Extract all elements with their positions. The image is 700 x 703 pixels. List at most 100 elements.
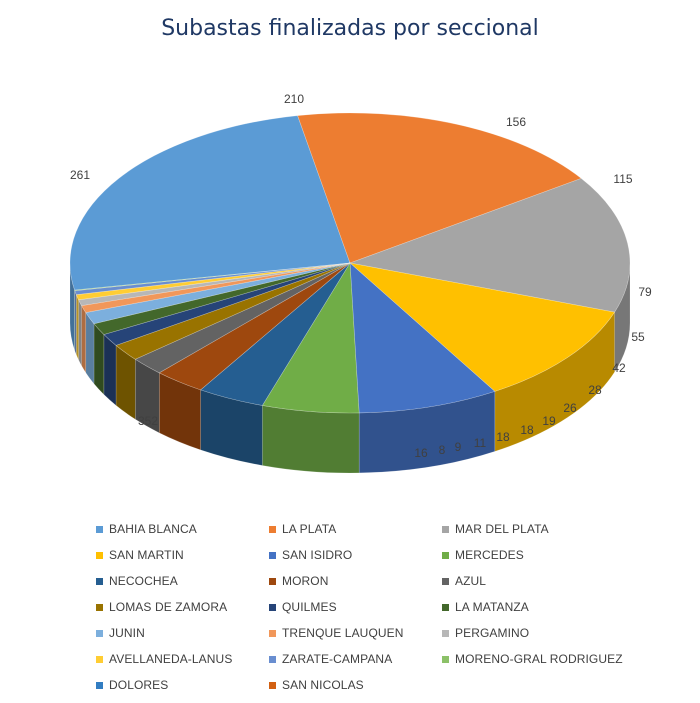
data-label-16: 16 — [414, 446, 428, 460]
side-avellaneda-lanus — [76, 294, 79, 360]
legend-item-lomas-de-zamora: LOMAS DE ZAMORA — [96, 600, 269, 614]
legend-row: JUNIN TRENQUE LAUQUEN PERGAMINO — [96, 620, 676, 646]
legend-label: MERCEDES — [455, 548, 524, 562]
legend-swatch — [96, 577, 103, 585]
legend-swatch — [442, 603, 449, 611]
legend-label: DOLORES — [109, 678, 169, 692]
legend-label: MORENO-GRAL RODRIGUEZ — [455, 652, 623, 666]
legend-swatch — [442, 655, 449, 663]
legend-row: SAN MARTIN SAN ISIDRO MERCEDES — [96, 542, 676, 568]
legend-swatch — [96, 629, 103, 637]
legend: BAHIA BLANCA LA PLATA MAR DEL PLATA SAN MAR… — [96, 516, 676, 698]
data-label-11: 11 — [474, 436, 487, 450]
slice-junin — [85, 262, 351, 325]
slice-moron — [158, 262, 351, 391]
side-la-matanza — [93, 322, 105, 396]
slice-moreno-gral-rodriguez — [74, 262, 351, 292]
data-label-8: 8 — [439, 443, 446, 457]
legend-item-moreno-gral-rodriguez: MORENO-GRAL RODRIGUEZ — [442, 652, 623, 666]
legend-label: BAHIA BLANCA — [109, 522, 197, 536]
data-label-352: 352 — [138, 414, 158, 428]
legend-item-zarate-campana: ZARATE-CAMPANA — [269, 652, 442, 666]
legend-label: PERGAMINO — [455, 626, 530, 640]
slice-avellaneda-lanus — [75, 262, 351, 301]
slice-mar-del-plata — [348, 178, 631, 313]
legend-label: LA MATANZA — [455, 600, 529, 614]
data-label-210: 210 — [284, 92, 304, 106]
chart-title: Subastas finalizadas por seccional — [161, 16, 539, 41]
legend-row: BAHIA BLANCA LA PLATA MAR DEL PLATA — [96, 516, 676, 542]
legend-item-la-matanza: LA MATANZA — [442, 600, 615, 614]
legend-swatch — [442, 551, 449, 559]
legend-row: NECOCHEA MORON AZUL — [96, 568, 676, 594]
side-quilmes — [103, 333, 117, 407]
legend-item-pergamino: PERGAMINO — [442, 626, 615, 640]
legend-swatch — [269, 603, 276, 611]
slice-bahia-blanca — [69, 115, 351, 291]
legend-row: DOLORES SAN NICOLAS — [96, 672, 676, 698]
legend-item-bahia-blanca: BAHIA BLANCA — [96, 522, 269, 536]
slice-mercedes — [261, 262, 360, 414]
slice-la-plata — [297, 112, 582, 264]
data-label-55: 55 — [631, 330, 645, 344]
legend-item-avellaneda-lanus: AVELLANEDA-LANUS — [96, 652, 269, 666]
legend-swatch — [269, 577, 276, 585]
legend-row: AVELLANEDA-LANUS ZARATE-CAMPANA MORENO-GRA… — [96, 646, 676, 672]
legend-label: TRENQUE LAUQUEN — [282, 626, 404, 640]
legend-swatch — [96, 525, 103, 533]
legend-label: LA PLATA — [282, 522, 337, 536]
data-label-19: 19 — [542, 414, 556, 428]
data-label-79: 79 — [638, 285, 652, 299]
legend-swatch — [96, 655, 103, 663]
legend-item-mercedes: MERCEDES — [442, 548, 615, 562]
legend-swatch — [96, 681, 103, 689]
data-label-18: 18 — [496, 430, 510, 444]
legend-swatch — [269, 629, 276, 637]
legend-label: SAN NICOLAS — [282, 678, 364, 692]
legend-swatch — [442, 577, 449, 585]
legend-label: SAN ISIDRO — [282, 548, 353, 562]
data-label-42: 42 — [612, 361, 626, 375]
legend-item-azul: AZUL — [442, 574, 615, 588]
data-label-26: 26 — [563, 401, 577, 415]
legend-label: NECOCHEA — [109, 574, 178, 588]
legend-item-junin: JUNIN — [96, 626, 269, 640]
side-junin — [85, 311, 95, 385]
legend-swatch — [96, 551, 103, 559]
legend-swatch — [269, 551, 276, 559]
legend-label: QUILMES — [282, 600, 337, 614]
pie-chart: 352 261 210 156 115 79 55 42 28 26 19 18 18 11 98 16 — [69, 92, 652, 474]
legend-label: MAR DEL PLATA — [455, 522, 549, 536]
side-mercedes — [262, 405, 360, 474]
legend-item-mar-del-plata: MAR DEL PLATA — [442, 522, 615, 536]
legend-item-san-martin: SAN MARTIN — [96, 548, 269, 562]
side-pergamino — [78, 299, 82, 366]
legend-label: AVELLANEDA-LANUS — [109, 652, 233, 666]
legend-swatch — [269, 525, 276, 533]
legend-swatch — [269, 681, 276, 689]
data-label-9: 9 — [455, 440, 462, 454]
slice-la-matanza — [93, 262, 351, 335]
legend-item-dolores: DOLORES — [96, 678, 269, 692]
data-label-156: 156 — [506, 115, 526, 129]
pie-data-labels: 352 261 210 156 115 79 55 42 28 26 19 18 18 11 98 16 — [70, 92, 652, 460]
slice-san-isidro — [349, 262, 496, 414]
slice-san-martin — [348, 262, 616, 392]
legend-swatch — [96, 603, 103, 611]
slice-quilmes — [103, 262, 351, 346]
slice-pergamino — [78, 262, 351, 306]
legend-swatch — [442, 629, 449, 637]
legend-label: LOMAS DE ZAMORA — [109, 600, 228, 614]
data-label-18: 18 — [520, 423, 534, 437]
legend-label: SAN MARTIN — [109, 548, 184, 562]
legend-item-moron: MORON — [269, 574, 442, 588]
legend-row: LOMAS DE ZAMORA QUILMES LA MATANZA — [96, 594, 676, 620]
slice-lomas-de-zamora — [115, 262, 351, 360]
legend-label: AZUL — [455, 574, 487, 588]
legend-item-trenque-lauquen: TRENQUE LAUQUEN — [269, 626, 442, 640]
legend-swatch — [442, 525, 449, 533]
side-trenque-lauquen — [81, 304, 87, 374]
legend-item-san-nicolas: SAN NICOLAS — [269, 678, 442, 692]
pie-sides — [69, 262, 631, 474]
legend-label: JUNIN — [109, 626, 145, 640]
